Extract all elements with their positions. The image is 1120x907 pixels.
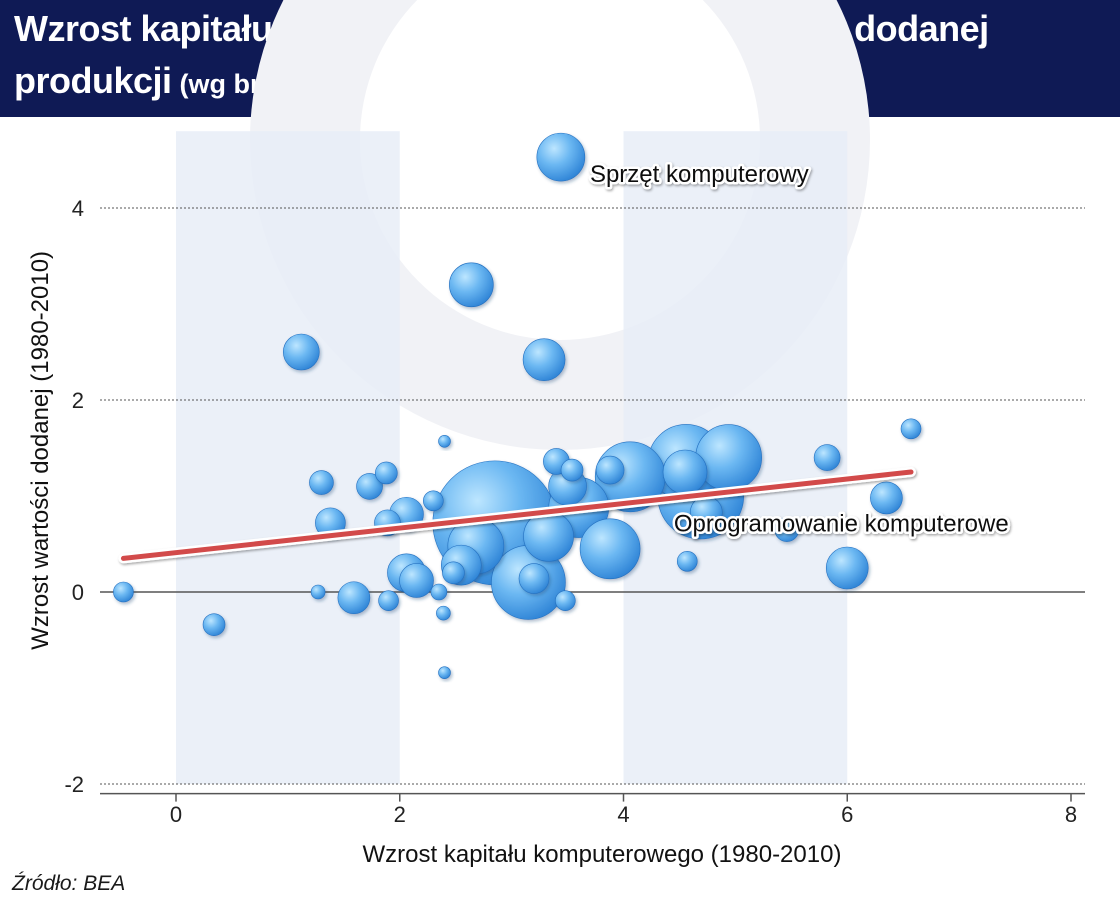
data-point xyxy=(438,666,451,679)
data-point xyxy=(438,434,451,448)
data-point xyxy=(579,518,641,580)
data-point xyxy=(356,473,383,500)
data-point xyxy=(560,458,584,482)
data-point xyxy=(202,613,226,636)
data-point xyxy=(442,561,465,585)
data-point xyxy=(375,461,398,485)
shaded-band-0 xyxy=(176,131,400,784)
data-point xyxy=(518,563,550,594)
data-point xyxy=(900,418,922,440)
data-point xyxy=(337,581,371,615)
annotation-software: Oprogramowanie komputerowe xyxy=(674,511,1009,538)
x-tick-label: 8 xyxy=(1065,802,1077,827)
data-point xyxy=(282,333,320,371)
x-axis-title: Wzrost kapitału komputerowego (1980-2010… xyxy=(363,841,842,868)
chart-title-line2-main: produkcji xyxy=(14,60,172,101)
data-point xyxy=(523,511,574,562)
data-point xyxy=(555,590,576,611)
x-tick-label: 2 xyxy=(394,802,406,827)
x-tick-label: 4 xyxy=(617,802,629,827)
data-point xyxy=(813,444,841,471)
data-point xyxy=(436,605,451,621)
data-point xyxy=(430,583,448,601)
data-point xyxy=(536,132,586,182)
data-point xyxy=(774,517,800,542)
data-point xyxy=(378,590,399,611)
data-point xyxy=(449,262,494,308)
data-point xyxy=(870,481,903,515)
data-point xyxy=(113,581,134,603)
source-note: Źródło: BEA xyxy=(12,872,126,895)
annotation-hardware: Sprzęt komputerowy xyxy=(590,161,809,188)
data-point xyxy=(423,490,444,512)
trendline xyxy=(120,469,914,561)
data-point xyxy=(662,449,708,495)
y-tick-label: 4 xyxy=(72,196,84,221)
y-tick-label: -2 xyxy=(64,772,84,797)
y-axis-title: Wzrost wartości dodanej (1980-2010) xyxy=(27,251,54,650)
y-tick-label: 0 xyxy=(72,580,84,605)
y-tick-label: 2 xyxy=(72,388,84,413)
x-tick-label: 0 xyxy=(170,802,182,827)
data-point xyxy=(522,338,566,381)
data-point xyxy=(309,470,334,495)
x-tick-label: 6 xyxy=(841,802,853,827)
data-point xyxy=(310,584,326,600)
data-point xyxy=(399,563,434,598)
data-point xyxy=(825,546,869,590)
data-point xyxy=(595,455,625,485)
data-point xyxy=(676,550,698,572)
